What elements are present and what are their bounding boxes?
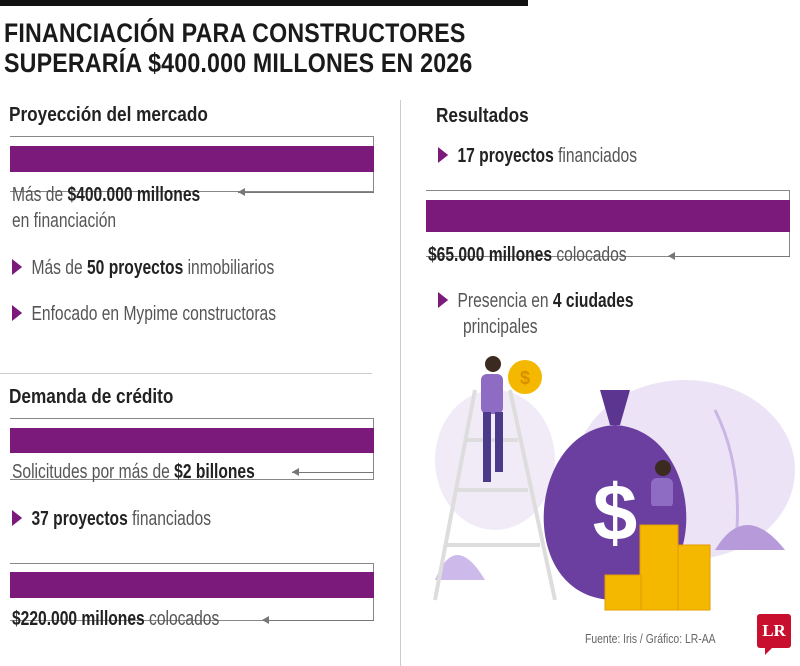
bullet-item: Más de 50 proyectos inmobiliarios — [12, 257, 274, 280]
dollar-sign: $ — [593, 468, 638, 557]
coin-icon — [508, 360, 542, 394]
ladder-icon — [433, 389, 557, 601]
bullet-item: Presencia en 4 ciudades — [438, 290, 634, 313]
triangle-bullet-icon — [12, 510, 23, 526]
bullet-item: Enfocado en Mypime constructoras — [12, 303, 276, 326]
triangle-bullet-icon — [12, 259, 23, 275]
arrow-left-icon — [238, 188, 374, 196]
bullet-item: 37 proyectos financiados — [12, 508, 211, 531]
highlight-text: Más de $400.000 millones — [12, 184, 201, 206]
section-heading-resultados: Resultados — [436, 105, 529, 127]
section-heading-proyeccion: Proyección del mercado — [9, 104, 208, 126]
highlight-text-line2: en financiación — [12, 210, 117, 232]
vertical-divider — [400, 100, 401, 666]
leaf-icon — [435, 555, 485, 580]
highlight-bar — [10, 572, 374, 598]
arrow-left-icon — [262, 616, 374, 624]
highlight-bar — [10, 428, 374, 453]
highlight-text: $65.000 millones colocados — [428, 244, 627, 266]
section-heading-demanda: Demanda de crédito — [9, 386, 174, 408]
headline-line-1: FINANCIACIÓN PARA CONSTRUCTORES — [4, 18, 466, 48]
horizontal-divider — [0, 373, 372, 374]
triangle-bullet-icon — [438, 147, 449, 163]
source-credit: Fuente: Iris / Gráfico: LR-AA — [585, 631, 716, 646]
highlight-text: $220.000 millones colocados — [12, 608, 220, 630]
person-on-ladder — [481, 356, 503, 482]
headline-line-2: SUPERARÍA $400.000 MILLONES EN 2026 — [4, 48, 473, 78]
bullet-item-line2: principales — [463, 316, 538, 338]
money-bag-illustration: $ $ — [433, 356, 795, 611]
highlight-bar — [10, 146, 374, 172]
arrow-left-icon — [668, 252, 790, 260]
highlight-bar — [426, 200, 790, 232]
arrow-left-icon — [292, 468, 374, 476]
triangle-bullet-icon — [438, 292, 449, 308]
leaf-icon — [715, 525, 785, 550]
triangle-bullet-icon — [12, 305, 23, 321]
lr-logo: LR — [757, 614, 791, 655]
top-rule — [0, 0, 528, 6]
highlight-text: Solicitudes por más de $2 billones — [12, 461, 255, 483]
coin-stacks — [604, 524, 711, 611]
bullet-item: 17 proyectos financiados — [438, 145, 637, 168]
bag-neck — [600, 390, 630, 425]
svg-text:$: $ — [520, 368, 530, 388]
